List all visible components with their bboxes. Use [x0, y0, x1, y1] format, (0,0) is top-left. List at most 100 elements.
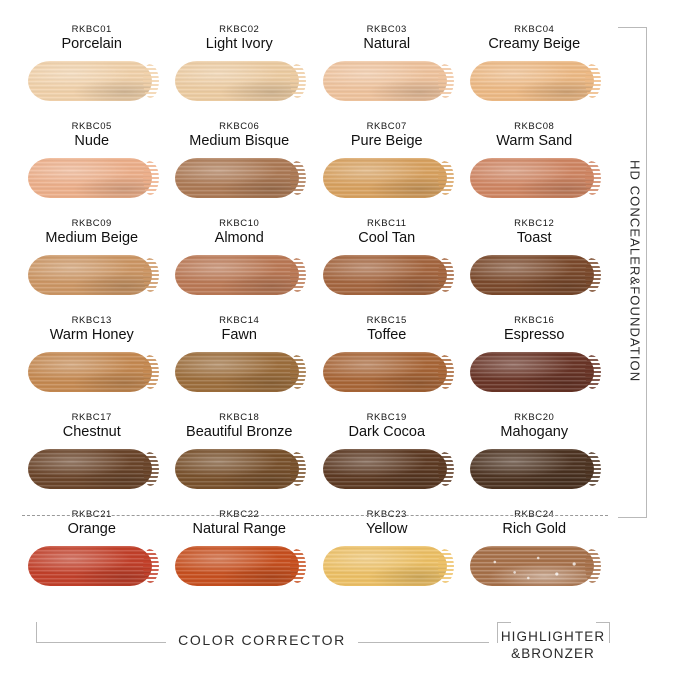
shade-name: Medium Bisque — [189, 133, 290, 149]
swatch-cell[interactable]: RKBC24 Rich Gold — [461, 509, 609, 609]
swatch-cell[interactable]: RKBC11 Cool Tan — [313, 218, 461, 315]
shade-name: Medium Beige — [45, 230, 139, 246]
shade-swatch — [470, 352, 595, 392]
shade-code: RKBC15 — [366, 315, 407, 326]
shade-name: Mahogany — [500, 424, 569, 440]
shade-swatch-wrap — [322, 447, 451, 492]
shade-name: Light Ivory — [205, 36, 273, 52]
shade-swatch — [470, 546, 595, 586]
shade-swatch — [322, 61, 447, 101]
shade-code: RKBC07 — [366, 121, 407, 132]
shade-swatch-wrap — [27, 350, 156, 395]
shade-code: RKBC18 — [219, 412, 260, 423]
shade-name: Creamy Beige — [488, 36, 581, 52]
swatch-cell[interactable]: RKBC06 Medium Bisque — [166, 121, 314, 218]
shade-code: RKBC13 — [71, 315, 112, 326]
shade-swatch-wrap — [470, 350, 598, 395]
swatch-cell[interactable]: RKBC05 Nude — [18, 121, 166, 218]
shade-swatch — [27, 449, 152, 489]
shade-swatch-wrap — [27, 544, 156, 589]
shade-swatch — [175, 449, 300, 489]
swatch-grid: RKBC01 Porcelain RKBC02 Light Ivory RKBC03 Na… — [18, 24, 608, 609]
swatch-cell[interactable]: RKBC14 Fawn — [166, 315, 314, 412]
shade-swatch-wrap — [175, 156, 303, 201]
shade-swatch — [322, 158, 447, 198]
swatch-cell[interactable]: RKBC17 Chestnut — [18, 412, 166, 509]
shade-swatch — [175, 61, 300, 101]
swatch-cell[interactable]: RKBC20 Mahogany — [461, 412, 609, 509]
shade-code: RKBC02 — [219, 24, 260, 35]
shade-code: RKBC03 — [366, 24, 407, 35]
shade-swatch-wrap — [27, 253, 156, 298]
swatch-row: RKBC13 Warm Honey RKBC14 Fawn RKBC15 Toffee RK… — [18, 315, 608, 412]
shade-swatch-wrap — [175, 253, 303, 298]
swatch-cell[interactable]: RKBC12 Toast — [461, 218, 609, 315]
shade-name: Natural — [363, 36, 411, 52]
shade-swatch — [322, 352, 447, 392]
shade-code: RKBC17 — [71, 412, 112, 423]
shade-name: Almond — [214, 230, 264, 246]
swatch-cell[interactable]: RKBC03 Natural — [313, 24, 461, 121]
shade-name: Cool Tan — [358, 230, 416, 246]
shade-swatch — [27, 61, 152, 101]
shade-code: RKBC16 — [514, 315, 555, 326]
swatch-cell[interactable]: RKBC02 Light Ivory — [166, 24, 314, 121]
shade-swatch — [470, 158, 595, 198]
shade-name: Porcelain — [61, 36, 122, 52]
color-corrector-text: COLOR CORRECTOR — [166, 632, 358, 648]
highlighter-bronzer-label: HIGHLIGHTER &BRONZER — [488, 628, 618, 662]
shade-swatch — [322, 255, 447, 295]
shade-swatch — [27, 255, 152, 295]
shade-name: Chestnut — [62, 424, 121, 440]
swatch-cell[interactable]: RKBC15 Toffee — [313, 315, 461, 412]
swatch-cell[interactable]: RKBC13 Warm Honey — [18, 315, 166, 412]
swatch-cell[interactable]: RKBC18 Beautiful Bronze — [166, 412, 314, 509]
swatch-cell[interactable]: RKBC19 Dark Cocoa — [313, 412, 461, 509]
shade-swatch — [27, 158, 152, 198]
shade-swatch — [322, 546, 447, 586]
swatch-cell[interactable]: RKBC04 Creamy Beige — [461, 24, 609, 121]
shade-name: Toast — [516, 230, 552, 246]
shade-name: Pure Beige — [350, 133, 423, 149]
swatch-cell[interactable]: RKBC01 Porcelain — [18, 24, 166, 121]
swatch-row: RKBC17 Chestnut RKBC18 Beautiful Bronze RKBC… — [18, 412, 608, 509]
shade-swatch — [470, 449, 595, 489]
shade-swatch-wrap — [322, 544, 451, 589]
shade-swatch-wrap — [470, 156, 598, 201]
shade-code: RKBC14 — [219, 315, 260, 326]
shade-name: Warm Honey — [49, 327, 134, 343]
shade-swatch-wrap — [175, 544, 303, 589]
swatch-cell[interactable]: RKBC16 Espresso — [461, 315, 609, 412]
swatch-row: RKBC01 Porcelain RKBC02 Light Ivory RKBC03 Na… — [18, 24, 608, 121]
shade-code: RKBC06 — [219, 121, 260, 132]
swatch-cell[interactable]: RKBC08 Warm Sand — [461, 121, 609, 218]
color-corrector-label: COLOR CORRECTOR — [36, 632, 488, 650]
shade-code: RKBC19 — [366, 412, 407, 423]
shade-code: RKBC24 — [514, 509, 555, 520]
shade-name: Warm Sand — [496, 133, 573, 149]
shade-code: RKBC11 — [366, 218, 407, 229]
swatch-cell[interactable]: RKBC07 Pure Beige — [313, 121, 461, 218]
shade-swatch-wrap — [175, 350, 303, 395]
shade-code: RKBC01 — [71, 24, 112, 35]
swatch-cell[interactable]: RKBC23 Yellow — [313, 509, 461, 609]
swatch-row: RKBC09 Medium Beige RKBC10 Almond RKBC11 Cool… — [18, 218, 608, 315]
swatch-cell[interactable]: RKBC09 Medium Beige — [18, 218, 166, 315]
shade-swatch — [175, 546, 300, 586]
shade-swatch-wrap — [470, 59, 598, 104]
shade-swatch — [27, 546, 152, 586]
shade-name: Rich Gold — [502, 521, 567, 537]
shade-code: RKBC08 — [514, 121, 555, 132]
swatch-cell[interactable]: RKBC21 Orange — [18, 509, 166, 609]
shade-code: RKBC04 — [514, 24, 555, 35]
shade-code: RKBC09 — [71, 218, 112, 229]
shade-swatch-wrap — [27, 156, 156, 201]
swatch-cell[interactable]: RKBC10 Almond — [166, 218, 314, 315]
shade-name: Nude — [74, 133, 110, 149]
swatch-row: RKBC21 Orange RKBC22 Natural Range RKBC23 Yel… — [18, 509, 608, 609]
highlighter-bronzer-text-line2: &BRONZER — [511, 646, 595, 661]
swatch-cell[interactable]: RKBC22 Natural Range — [166, 509, 314, 609]
shade-code: RKBC21 — [71, 509, 112, 520]
shade-code: RKBC22 — [219, 509, 260, 520]
shade-swatch-wrap — [322, 253, 451, 298]
